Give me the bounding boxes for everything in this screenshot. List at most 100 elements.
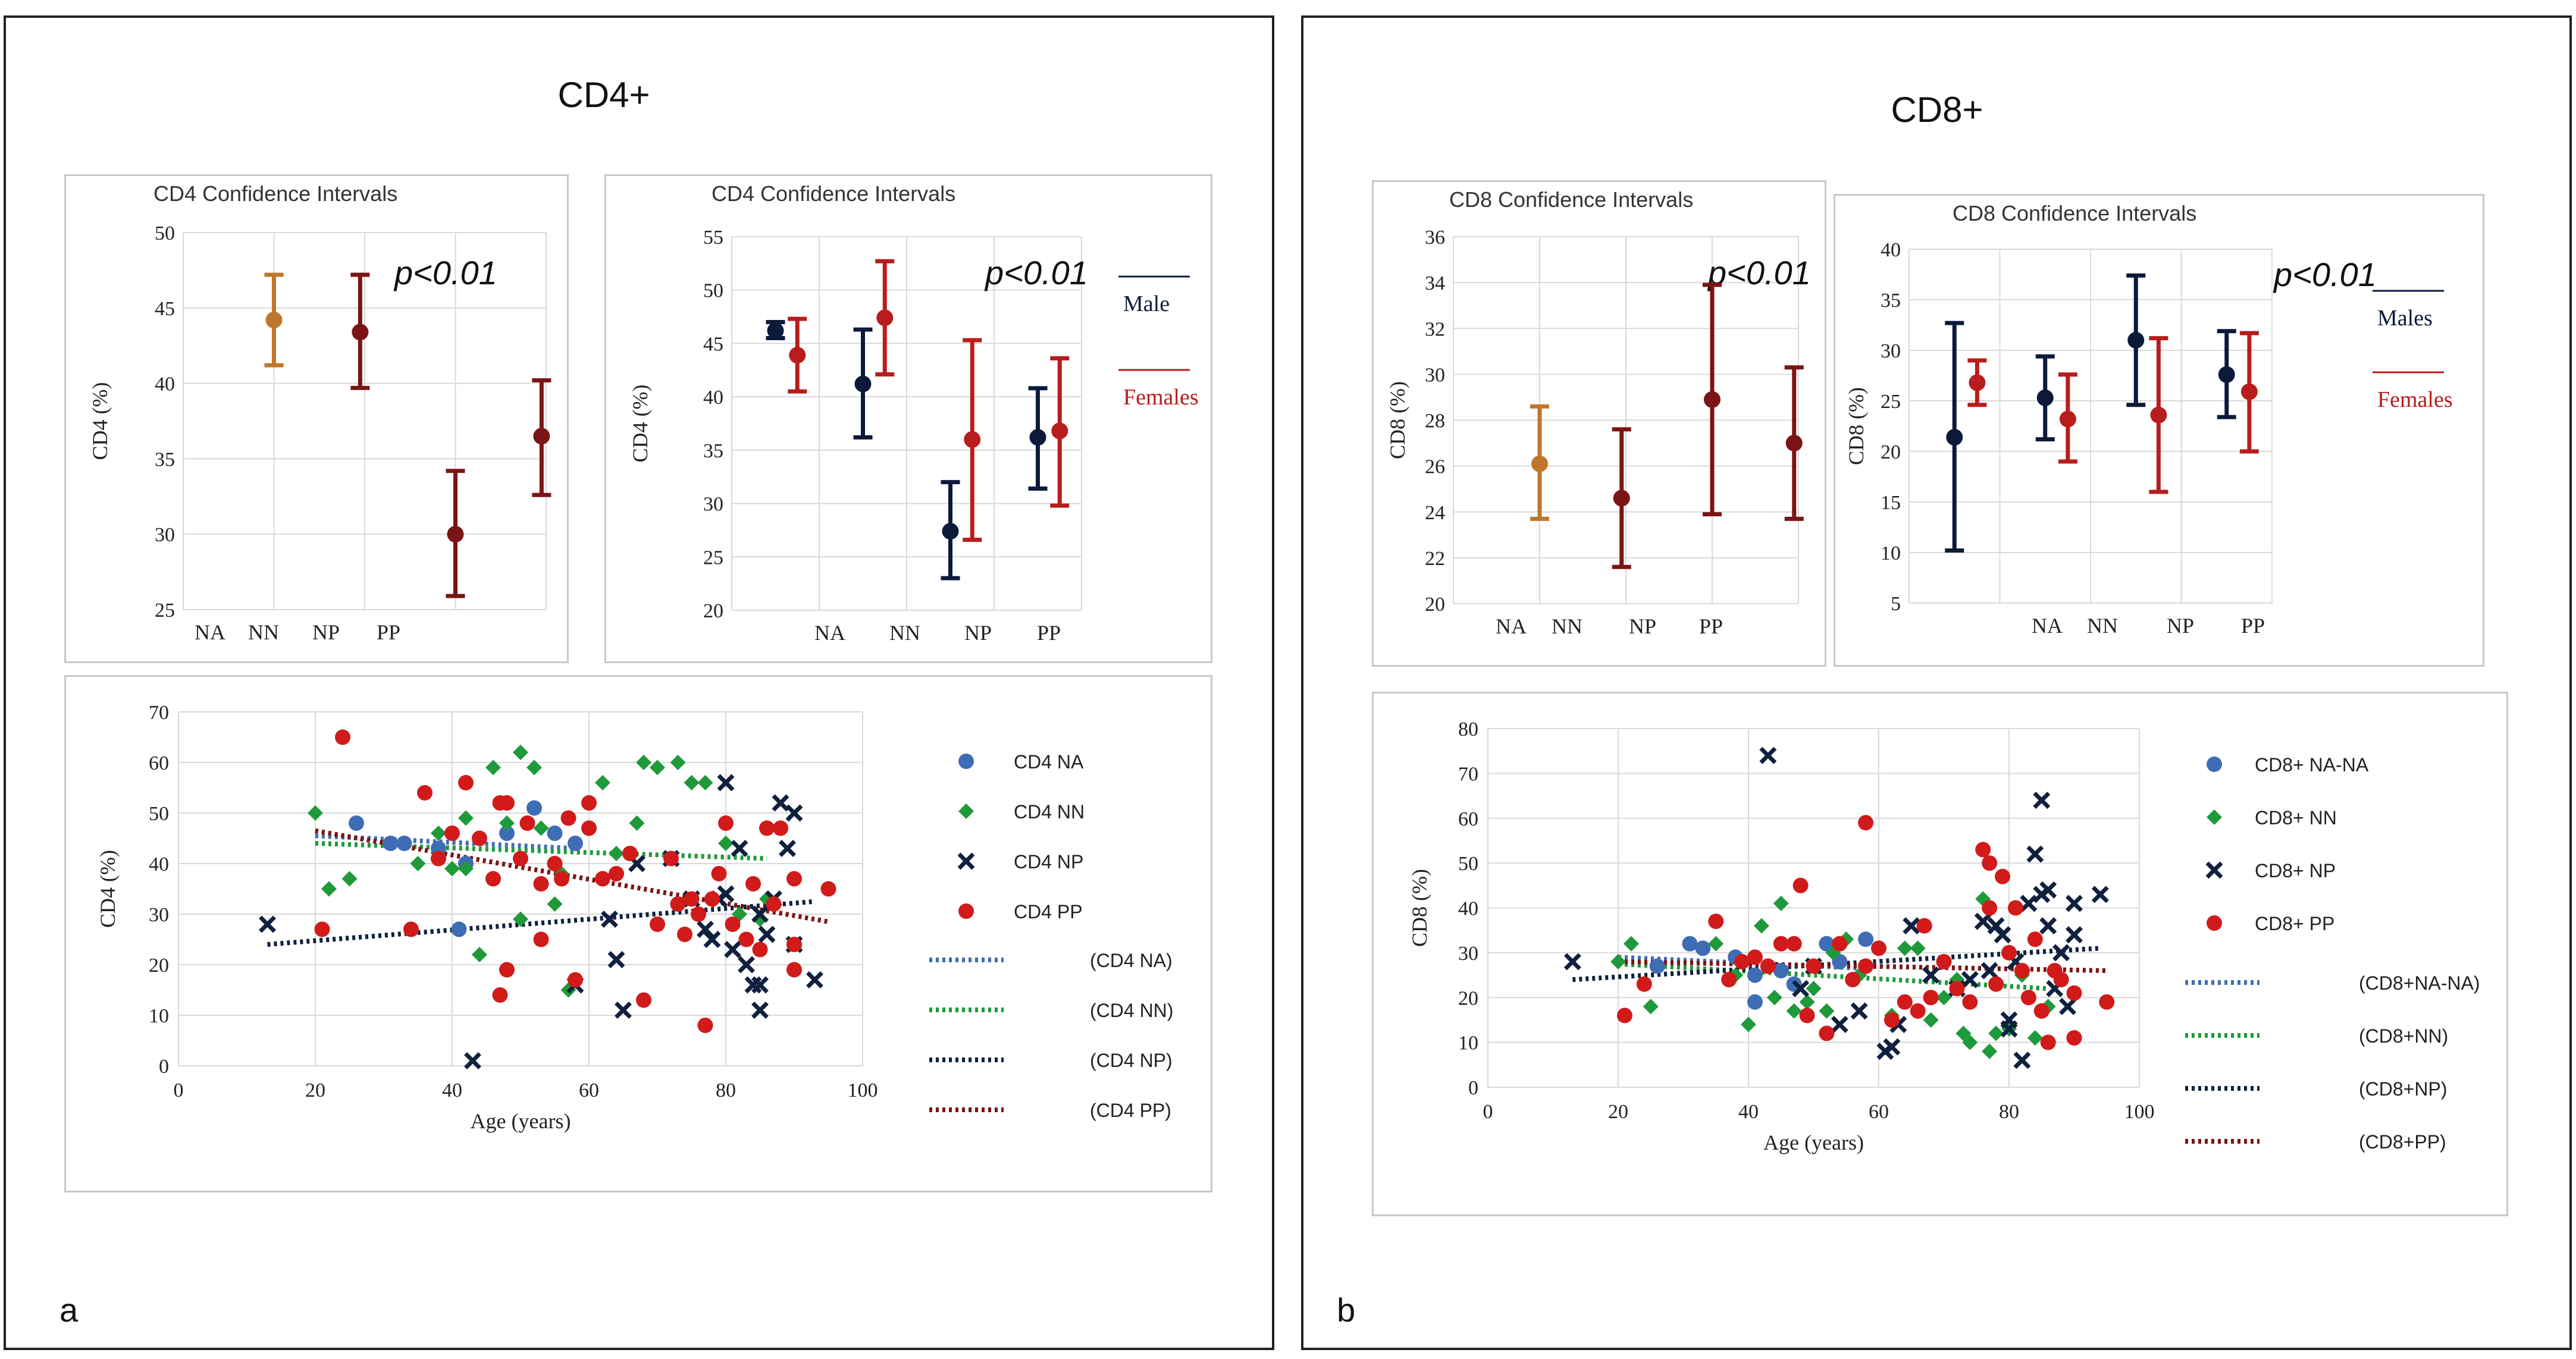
data-point — [1831, 1016, 1848, 1033]
chart-title: CD8 Confidence Intervals — [1953, 201, 2196, 225]
data-point — [464, 1052, 481, 1069]
y-tick-label: 26 — [1425, 456, 1445, 478]
mean-point — [1785, 435, 1803, 452]
data-point — [1623, 936, 1639, 952]
data-point — [1850, 1002, 1868, 1020]
y-tick-label: 60 — [149, 752, 169, 774]
y-axis-label: CD4 (%) — [628, 385, 652, 463]
data-point — [554, 871, 569, 887]
x-category-label: NA — [2032, 614, 2063, 638]
y-tick-label: 70 — [1458, 763, 1478, 785]
p-value-annotation: p<0.01 — [1707, 254, 1811, 291]
data-point — [1845, 972, 1861, 988]
data-point — [663, 850, 679, 867]
y-tick-label: 35 — [155, 448, 175, 470]
data-point — [451, 921, 467, 937]
data-point — [2039, 881, 2057, 899]
data-point — [1708, 936, 1724, 952]
mean-point — [854, 375, 872, 393]
data-point — [349, 815, 364, 831]
data-point — [2001, 944, 2017, 961]
data-point — [724, 941, 741, 958]
y-tick-label: 28 — [1425, 410, 1445, 432]
x-category-label: NP — [1629, 614, 1656, 638]
data-point — [2027, 1030, 2043, 1046]
mean-point — [352, 324, 369, 341]
x-tick-label: 80 — [1999, 1101, 2019, 1123]
data-point — [697, 1018, 713, 1033]
data-point — [499, 962, 515, 978]
x-category-label: NP — [312, 620, 340, 644]
data-point — [396, 836, 412, 851]
y-tick-label: 60 — [1458, 808, 1478, 830]
x-category-label: PP — [377, 620, 400, 644]
data-point — [2066, 985, 2082, 1001]
data-point — [519, 815, 535, 831]
data-point — [1903, 917, 1920, 935]
data-point — [2020, 895, 2038, 912]
data-point — [2099, 994, 2115, 1010]
mean-point — [1029, 429, 1046, 446]
legend-label: CD4 NA — [1014, 751, 1084, 773]
data-point — [485, 871, 501, 887]
y-tick-label: 80 — [1458, 718, 1478, 740]
data-point — [1995, 868, 2011, 884]
y-tick-label: 34 — [1425, 272, 1445, 294]
x-category-label: NP — [964, 621, 992, 645]
data-point — [1975, 842, 1991, 858]
legend-label: Male — [1123, 291, 1170, 316]
data-point — [1961, 971, 1979, 988]
data-point — [786, 937, 802, 952]
trendline — [315, 833, 576, 851]
data-point — [560, 810, 576, 826]
data-point — [1747, 949, 1763, 965]
x-category-label: NP — [2167, 614, 2194, 638]
data-point — [2013, 1052, 2031, 1069]
data-point — [2207, 915, 2222, 931]
data-point — [403, 921, 419, 937]
data-point — [1759, 746, 1777, 764]
mean-point — [789, 347, 806, 364]
y-tick-label: 25 — [703, 547, 723, 569]
data-point — [527, 800, 542, 816]
data-point — [431, 826, 446, 841]
y-tick-label: 32 — [1425, 318, 1445, 340]
data-point — [718, 836, 734, 851]
data-point — [458, 861, 474, 877]
data-point — [751, 905, 769, 923]
cd4-scatter-chart: 0 10 20 30 40 50 60 70 0 20 40 60 80 100 Age (years) CD… — [96, 702, 1173, 1133]
data-point — [472, 830, 487, 846]
data-point — [1799, 994, 1815, 1010]
data-point — [2014, 963, 2030, 979]
data-point — [2033, 792, 2051, 809]
data-point — [704, 891, 720, 907]
mean-point — [2240, 383, 2258, 400]
panel-a-letter: a — [59, 1291, 79, 1329]
x-category-label: NN — [2087, 614, 2118, 638]
data-point — [636, 755, 651, 770]
data-point — [1760, 958, 1776, 974]
data-point — [1980, 962, 1998, 980]
data-point — [786, 962, 802, 978]
data-point — [472, 947, 487, 962]
y-tick-label: 35 — [703, 440, 723, 462]
data-point — [492, 987, 508, 1003]
legend-label: (CD4 PP) — [1090, 1100, 1171, 1121]
data-point — [1982, 900, 1998, 916]
y-tick-label: 20 — [1881, 441, 1901, 463]
cd8-ci-sex-chart: CD8 Confidence Intervals 5 10 15 20 25 30 35 40 N… — [1844, 201, 2453, 638]
y-tick-label: 50 — [703, 280, 723, 302]
data-point — [615, 1002, 632, 1019]
data-point — [2091, 886, 2109, 903]
x-tick-label: 20 — [305, 1079, 325, 1101]
data-point — [1858, 958, 1874, 974]
data-point — [957, 852, 975, 870]
data-point — [527, 759, 542, 776]
data-point — [1563, 953, 1581, 971]
data-point — [806, 971, 823, 988]
trendline — [315, 841, 767, 861]
data-point — [1832, 953, 1848, 969]
data-point — [725, 917, 741, 932]
data-point — [609, 866, 624, 881]
data-point — [1806, 981, 1822, 997]
